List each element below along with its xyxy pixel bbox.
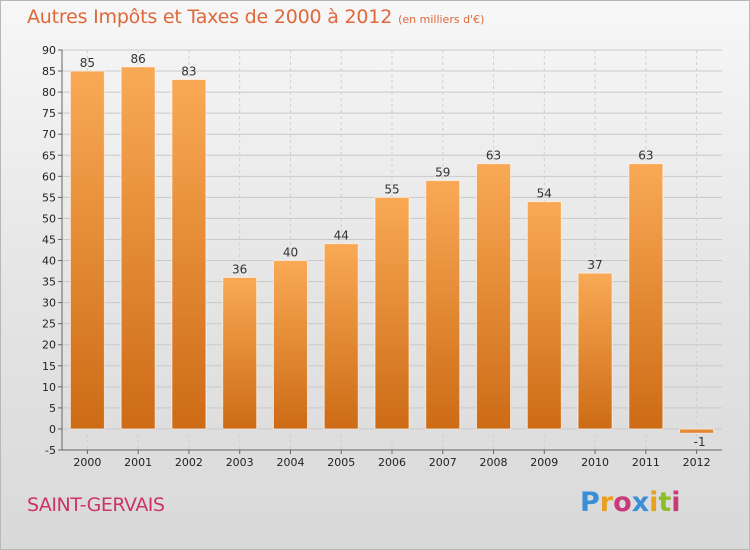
y-tick-label: 50 [42, 212, 56, 225]
bar [526, 201, 562, 430]
bar [425, 180, 461, 430]
x-tick-label: 2005 [327, 456, 355, 469]
logo-letter: o [613, 487, 632, 518]
logo-letter: P [580, 487, 600, 518]
data-label: -1 [694, 435, 706, 449]
proxiti-logo: Proxiti [580, 487, 681, 518]
bar [120, 66, 156, 430]
logo-letter: r [599, 487, 614, 518]
logo-letter: i [671, 487, 681, 518]
data-label: 36 [232, 262, 247, 276]
y-tick-label: 75 [42, 107, 56, 120]
logo-letter: x [631, 487, 650, 518]
data-label: 37 [587, 258, 602, 272]
chart-title-main: Autres Impôts et Taxes de 2000 à 2012 [27, 6, 393, 28]
logo-letter: t [658, 487, 672, 518]
y-tick-label: 20 [42, 339, 56, 352]
data-label: 63 [486, 149, 501, 163]
x-tick-label: 2003 [226, 456, 254, 469]
x-tick-label: 2012 [683, 456, 711, 469]
x-tick-label: 2000 [73, 456, 101, 469]
bar [222, 276, 258, 430]
bar [171, 78, 207, 430]
x-tick-label: 2002 [175, 456, 203, 469]
x-tick-label: 2008 [480, 456, 508, 469]
chart-title: Autres Impôts et Taxes de 2000 à 2012 (en… [27, 6, 484, 28]
bar [69, 70, 105, 430]
y-tick-label: 25 [42, 318, 56, 331]
y-tick-label: 90 [42, 44, 56, 57]
x-tick-label: 2009 [530, 456, 558, 469]
y-tick-label: 65 [42, 149, 56, 162]
bar [476, 163, 512, 430]
data-label: 55 [384, 182, 399, 196]
y-tick-label: 30 [42, 297, 56, 310]
y-tick-label: 55 [42, 191, 56, 204]
y-tick-label: 10 [42, 381, 56, 394]
logo-letter: i [649, 487, 659, 518]
bar [323, 243, 359, 430]
y-tick-label: 70 [42, 128, 56, 141]
y-tick-label: 45 [42, 233, 56, 246]
data-label: 86 [131, 52, 146, 66]
data-label: 40 [283, 246, 298, 260]
data-label: 83 [181, 64, 196, 78]
y-tick-label: 5 [49, 402, 56, 415]
y-tick-label: 15 [42, 360, 56, 373]
y-tick-label: 35 [42, 276, 56, 289]
bar [374, 196, 410, 430]
data-label: 85 [80, 56, 95, 70]
x-tick-label: 2007 [429, 456, 457, 469]
y-tick-label: -5 [45, 444, 56, 457]
x-tick-label: 2001 [124, 456, 152, 469]
x-tick-label: 2006 [378, 456, 406, 469]
y-tick-label: 60 [42, 170, 56, 183]
data-label: 59 [435, 166, 450, 180]
bar [272, 260, 308, 430]
y-tick-label: 40 [42, 255, 56, 268]
y-tick-label: 0 [49, 423, 56, 436]
x-tick-label: 2004 [276, 456, 304, 469]
bar [679, 428, 715, 434]
x-tick-label: 2010 [581, 456, 609, 469]
data-label: 63 [638, 149, 653, 163]
city-name: SAINT-GERVAIS [27, 494, 165, 516]
data-label: 54 [537, 187, 552, 201]
bar [577, 272, 613, 430]
y-tick-label: 80 [42, 86, 56, 99]
chart-unit: (en milliers d'€) [398, 13, 485, 26]
data-label: 44 [334, 229, 349, 243]
x-tick-label: 2011 [632, 456, 660, 469]
bar [628, 163, 664, 430]
y-tick-label: 85 [42, 65, 56, 78]
